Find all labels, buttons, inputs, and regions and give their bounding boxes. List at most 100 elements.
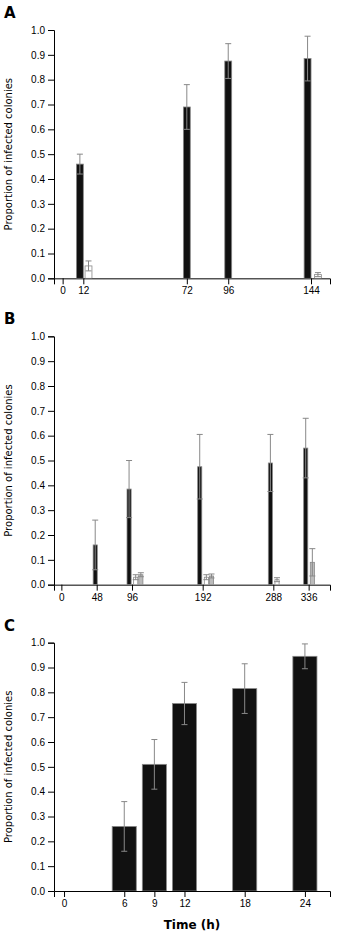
y-tick-label: 0.1 [31,248,45,259]
x-tick-label: 0 [62,898,68,909]
x-tick-mark [273,585,274,591]
panel-label: B [4,310,15,328]
x-tick: 192 [195,585,212,603]
y-tick: 0.7 [31,99,54,110]
y-tick-mark [48,767,54,768]
y-tick-label: 0.4 [31,174,45,185]
y-tick-label: 0.8 [31,687,45,698]
y-tick-label: 0.1 [31,555,45,566]
y-axis-line [48,337,55,585]
error-bar [86,261,92,271]
y-tick-label: 0.6 [31,737,45,748]
error-bar-line [199,434,200,499]
error-bar-line [135,575,136,580]
x-tick: 96 [223,278,235,296]
y-tick-mark [48,461,54,462]
y-tick: 0.1 [31,555,54,566]
x-tick-mark [305,891,306,897]
error-bar-line [184,682,185,724]
error-bar-line [211,574,212,578]
x-axis-line [55,279,331,285]
y-tick: 0.2 [31,836,54,847]
error-bar-line [197,498,203,499]
y-tick-mark [48,643,54,644]
y-tick-mark [48,336,54,337]
y-tick: 0.4 [31,174,54,185]
y-tick-mark [48,229,54,230]
y-tick-mark [48,411,54,412]
error-bar [184,85,190,130]
y-tick: 1.0 [31,637,54,648]
error-bar [267,434,273,491]
y-tick-label: 0.0 [31,273,45,284]
x-tick-label: 96 [223,285,235,296]
x-tick: 144 [303,278,320,296]
error-bar-line [77,174,83,175]
error-bar [133,575,139,580]
y-tick-label: 1.0 [31,637,45,648]
y-tick: 0.6 [31,737,54,748]
y-tick-mark [48,105,54,106]
y-tick-mark [48,361,54,362]
panel: 0691218240.00.10.20.30.40.50.60.70.80.91… [3,617,331,932]
error-bar-line [225,78,231,79]
panel-label: A [4,4,16,22]
x-axis-line [55,892,331,898]
y-tick: 0.6 [31,124,54,135]
error-bar-line [303,477,309,478]
error-bar-line [92,569,98,570]
x-tick-label: 48 [92,592,104,603]
y-tick-label: 0.8 [31,74,45,85]
y-tick: 0.8 [31,74,54,85]
bar [225,61,232,278]
x-tick: 12 [78,278,90,296]
x-tick: 48 [92,585,104,603]
error-bar [309,549,315,576]
error-bar-line [270,434,271,491]
x-tick-mark [132,585,133,591]
y-axis-title: Proportion of infected colonies [3,78,14,230]
y-tick-mark [48,436,54,437]
error-bar [225,44,231,79]
y-axis: 0.00.10.20.30.40.50.60.70.80.91.0 [31,25,54,284]
error-bar-line [209,573,215,574]
x-tick: 18 [240,891,252,909]
error-bar [77,154,83,174]
error-bar-line [305,80,311,81]
error-bar-line [305,36,311,37]
bar [293,656,317,891]
error-bar-line [181,724,187,725]
y-tick-label: 0.3 [31,199,45,210]
plot-area [92,418,315,584]
error-bar-line [95,520,96,570]
y-tick-mark [48,30,54,31]
y-tick: 0.0 [31,273,54,284]
y-axis: 0.00.10.20.30.40.50.60.70.80.91.0 [31,637,54,896]
x-tick-mark [309,585,310,591]
x-axis: 04896192288336 [55,585,331,603]
y-axis: 0.00.10.20.30.40.50.60.70.80.91.0 [31,331,54,590]
error-bar-line [133,579,139,580]
y-tick-label: 1.0 [31,331,45,342]
error-bar-line [140,573,141,577]
error-bar-line [77,154,83,155]
y-tick: 0.9 [31,50,54,61]
error-bar-line [197,434,203,435]
error-bar [203,575,209,580]
y-tick: 0.2 [31,223,54,234]
y-tick: 0.4 [31,786,54,797]
y-tick: 0.4 [31,480,54,491]
panel: 048961922883360.00.10.20.30.40.50.60.70.… [3,310,331,602]
error-bar-line [151,739,157,740]
y-tick: 0.5 [31,149,54,160]
x-tick: 96 [127,585,139,603]
x-tick-mark [228,278,229,284]
y-tick-label: 0.2 [31,530,45,541]
y-tick: 0.3 [31,811,54,822]
error-bar-line [312,549,313,576]
error-bar-line [154,740,155,790]
y-tick: 0.0 [31,886,54,897]
x-tick: 336 [301,585,318,603]
x-tick-label: 0 [60,285,66,296]
plot-area [76,36,321,278]
